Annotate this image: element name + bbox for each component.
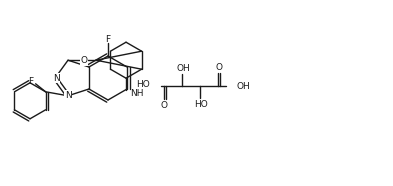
Text: O: O bbox=[81, 56, 88, 65]
Text: HO: HO bbox=[194, 100, 208, 109]
Text: HO: HO bbox=[136, 80, 150, 89]
Text: N: N bbox=[53, 73, 59, 83]
Text: NH: NH bbox=[130, 89, 143, 98]
Text: OH: OH bbox=[176, 64, 190, 73]
Text: N: N bbox=[65, 91, 72, 100]
Text: O: O bbox=[160, 101, 167, 110]
Text: F: F bbox=[28, 77, 33, 86]
Text: OH: OH bbox=[236, 82, 250, 91]
Text: O: O bbox=[215, 63, 222, 72]
Text: F: F bbox=[105, 34, 110, 44]
